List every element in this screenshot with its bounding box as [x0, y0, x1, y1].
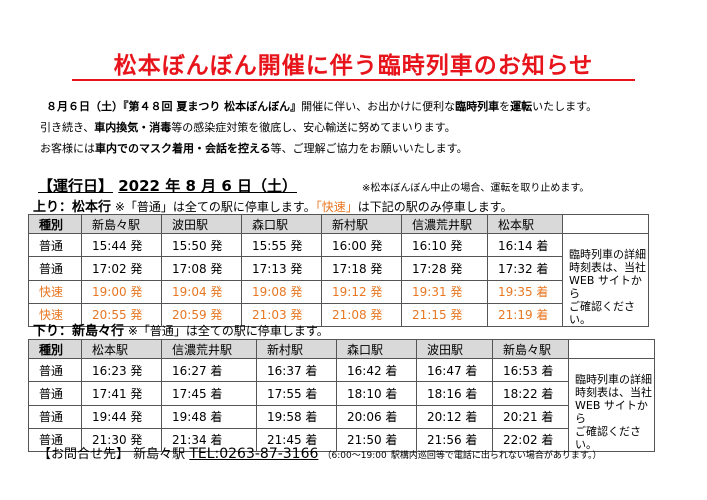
operation-day-label: 【運行日】: [38, 177, 114, 195]
table-row: 普通 17:41 発 17:45 着 17:55 着 18:10 着 18:16…: [28, 381, 655, 406]
contact-label: 【お問合せ先】: [38, 447, 130, 462]
table-row: 普通 16:23 発 16:27 着 16:37 着 16:42 着 16:47…: [28, 357, 655, 452]
page-title: 松本ぼんぼん開催に伴う臨時列車のお知らせ: [113, 53, 594, 79]
table-row: 普通 19:44 発 19:48 着 19:58 着 20:06 着 20:12…: [28, 404, 655, 429]
down-timetable: 種別 松本駅 信濃荒井駅 新村駅 森口駅 波田駅 新島々駅 普通 16:23 発…: [28, 339, 655, 453]
intro-text: ８月６日（土）『第４８回 夏まつり 松本ぼんぼん』開催に伴い、お出かけに便利な臨…: [40, 100, 598, 155]
contact-hours: （6:00～19:00: [322, 451, 387, 461]
title-underline: [72, 79, 635, 81]
table-row: 普通 15:44 発 15:50 発 15:55 発 16:00 発 16:10…: [28, 232, 649, 327]
contact-hours-note: 駅構内巡回等で電話に出られない場合があります。）: [390, 451, 602, 461]
down-heading: 下り：新島々行 ※「普通」は全ての駅に停車します。: [33, 324, 329, 339]
contact-info: 【お問合せ先】 新島々駅 TEL:0263-87-3166 （6:00～19:0…: [38, 443, 601, 462]
table-row: 普通 21:30 発 21:34 着 21:45 着 21:50 着 21:56…: [28, 427, 655, 453]
up-timetable: 種別 新島々駅 波田駅 森口駅 新村駅 信濃荒井駅 松本駅 普通 15:44 発…: [28, 214, 649, 328]
down-side-note: 臨時列車の詳細 時刻表は、当社 WEB サイトから ご確認ください。: [568, 358, 655, 452]
operation-day-note: ※松本ぼんぼん中止の場合、運転を取り止めます。: [362, 183, 590, 194]
table-row: 普通 17:02 発 17:08 発 17:13 発 17:18 発 17:28…: [28, 256, 649, 281]
table-header-row: 種別 松本駅 信濃荒井駅 新村駅 森口駅 波田駅 新島々駅: [28, 339, 655, 359]
contact-station: 新島々駅: [133, 447, 186, 462]
up-side-note: 臨時列車の詳細 時刻表は、当社 WEB サイトから ご確認ください。: [562, 233, 649, 327]
table-row: 快速 19:00 発 19:04 発 19:08 発 19:12 発 19:31…: [28, 279, 649, 304]
table-header-row: 種別 新島々駅 波田駅 森口駅 新村駅 信濃荒井駅 松本駅: [28, 214, 649, 234]
contact-tel: TEL:0263-87-3166: [189, 446, 319, 462]
up-heading: 上り：松本行 ※「普通」は全ての駅に停車します。「快速」は下記の駅のみ停車します…: [33, 200, 513, 215]
table-row: 快速 20:55 発 20:59 発 21:03 発 21:08 発 21:15…: [28, 302, 649, 328]
operation-day-date: 2022 年 8 月 6 日（土）: [118, 177, 297, 195]
operation-day: 【運行日】 2022 年 8 月 6 日（土）: [38, 175, 297, 196]
